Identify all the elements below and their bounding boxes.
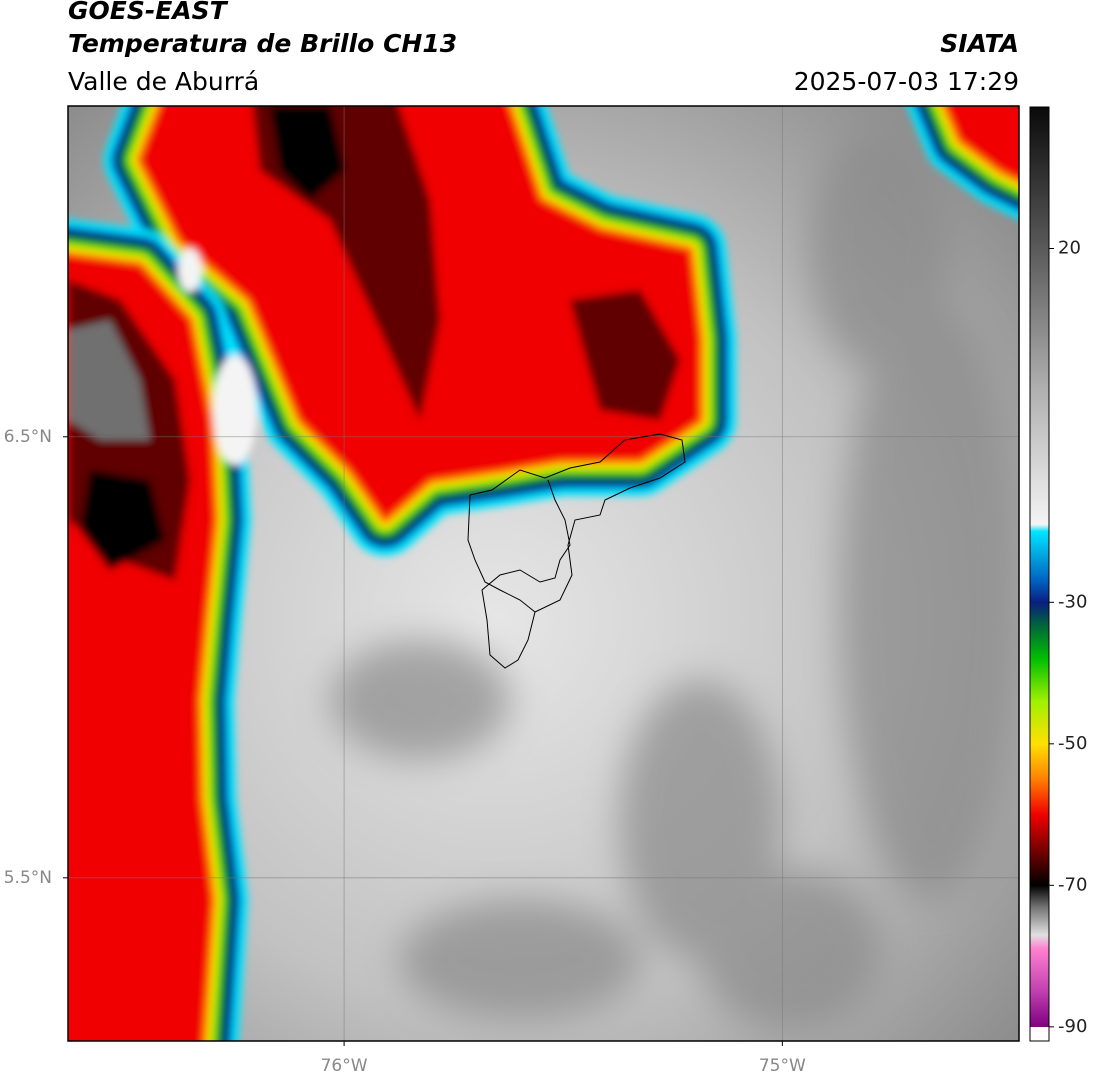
cloud-core	[570, 290, 680, 420]
cloud-core	[945, 106, 1019, 180]
lon-label: 76°W	[321, 1056, 368, 1076]
cloud-core	[80, 470, 165, 570]
map-frame	[67, 105, 1020, 1042]
cloud-core	[68, 320, 150, 440]
boundary	[467, 494, 536, 613]
cloud-texture	[330, 130, 1019, 1030]
lat-label: 6.5°N	[4, 427, 52, 447]
lat-label: 5.5°N	[4, 868, 52, 888]
timestamp: 2025-07-03 17:29	[794, 67, 1019, 96]
source: SIATA	[940, 29, 1019, 58]
region: Valle de Aburrá	[68, 67, 259, 96]
warm-hole	[213, 355, 257, 465]
warm-hole	[178, 248, 202, 292]
colorbar	[1029, 106, 1050, 1042]
lon-label: 75°W	[759, 1056, 806, 1076]
subtitle: Temperatura de Brillo CH13	[68, 29, 457, 58]
colorbar-tick-label: 20	[1058, 238, 1081, 259]
boundary	[469, 433, 686, 669]
title: GOES-EAST	[68, 0, 229, 25]
cloud-core	[270, 106, 345, 200]
colorbar-tick-label: -90	[1058, 1016, 1087, 1037]
colorbar-tick-label: -70	[1058, 874, 1087, 895]
colorbar-tick-label: -50	[1058, 733, 1087, 754]
colorbar-tick-label: -30	[1058, 591, 1087, 612]
cold-cloud-tops	[68, 106, 1019, 1041]
map-image	[68, 106, 1019, 1041]
